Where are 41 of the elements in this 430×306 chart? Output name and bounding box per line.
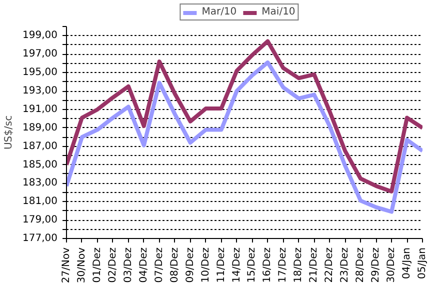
- x-tick-label: 03/Dez: [122, 247, 134, 283]
- x-tick-label: 14/Dez: [231, 247, 242, 283]
- y-tick-label: 187,00: [22, 140, 58, 152]
- y-tick-label: 191,00: [22, 104, 58, 115]
- y-axis-title: US$/sc: [4, 115, 15, 150]
- legend-label: Mai/10: [262, 6, 296, 18]
- x-tick-label: 02/Dez: [107, 247, 118, 283]
- x-tick-label: 08/Dez: [169, 247, 180, 283]
- y-tick-label: 177,00: [22, 233, 58, 244]
- x-tick-label: 07/Dez: [154, 247, 165, 283]
- x-tick-label: 16/Dez: [262, 247, 274, 283]
- x-tick-label: 09/Dez: [184, 247, 196, 283]
- x-tick-label: 04/Dez: [138, 247, 150, 283]
- x-tick-label: 11/Dez: [216, 247, 227, 283]
- line-series: [66, 39, 422, 194]
- y-tick-label: 183,00: [22, 178, 58, 189]
- x-tick-label: 27/Nov: [61, 247, 72, 284]
- x-tick-label: 30/Nov: [76, 247, 88, 284]
- y-tick-label: 199,00: [22, 30, 58, 42]
- y-tick-label: 197,00: [22, 48, 58, 60]
- x-tick-label: 22/Dez: [324, 247, 336, 283]
- y-tick-label: 179,00: [22, 214, 58, 226]
- x-tick-label: 30/Dez: [386, 247, 398, 283]
- y-tick-label: 185,00: [22, 159, 58, 170]
- x-tick-label: 04/Jan: [402, 247, 413, 280]
- legend-label: Mar/10: [202, 6, 237, 18]
- x-tick-label: 15/Dez: [246, 247, 258, 283]
- x-tick-label: 18/Dez: [293, 247, 304, 283]
- x-tick-label: 05/Jan: [417, 247, 428, 280]
- y-tick-label: 181,00: [22, 196, 58, 208]
- x-tick-label: 23/Dez: [340, 247, 351, 283]
- line-series: [66, 60, 422, 214]
- y-tick-label: 195,00: [22, 67, 58, 78]
- y-tick-label: 193,00: [22, 86, 58, 97]
- x-tick-label: 21/Dez: [308, 247, 320, 283]
- x-tick-label: 10/Dez: [200, 247, 212, 283]
- x-tick-label: 29/Dez: [370, 247, 382, 283]
- x-tick-label: 17/Dez: [278, 247, 289, 283]
- x-tick-label: 28/Dez: [355, 247, 366, 283]
- x-tick-label: 01/Dez: [92, 247, 103, 283]
- y-tick-label: 189,00: [22, 122, 58, 134]
